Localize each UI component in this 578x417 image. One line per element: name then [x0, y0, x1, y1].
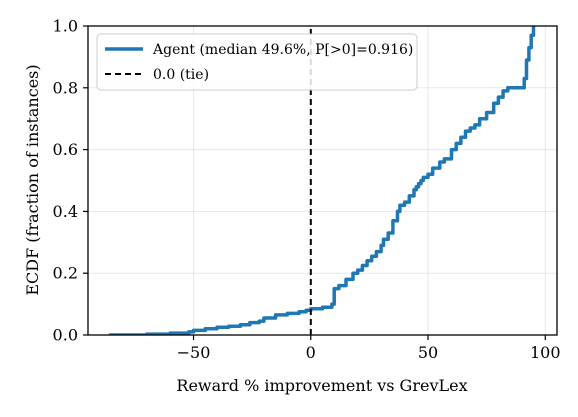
legend-tie-label: 0.0 (tie)	[153, 67, 209, 83]
x-tick-label: 0	[306, 343, 316, 362]
x-tick-label: 50	[418, 343, 438, 362]
legend-box	[96, 33, 418, 91]
x-tick-label: 100	[530, 343, 561, 362]
y-tick-label: 0.6	[53, 140, 78, 159]
y-tick-label: 0.4	[53, 202, 78, 221]
y-tick-label: 0.8	[53, 78, 78, 97]
axes-frame	[87, 25, 558, 336]
axis-ticks: −50 0 50 100 0.0 0.2 0.4 0.6 0.8 1.0	[53, 17, 561, 363]
plot-lines	[109, 26, 536, 335]
x-axis-label: Reward % improvement vs GrevLex	[176, 376, 467, 395]
y-tick-label: 0.0	[53, 326, 78, 345]
agent-ecdf-line	[109, 26, 536, 335]
y-axis-label: ECDF (fraction of instances)	[23, 64, 42, 295]
legend-agent-label: Agent (median 49.6%, P[>0]=0.916)	[152, 42, 413, 58]
y-tick-label: 0.2	[53, 264, 78, 283]
legend: Agent (median 49.6%, P[>0]=0.916) 0.0 (t…	[96, 33, 418, 91]
x-tick-label: −50	[177, 343, 211, 362]
y-tick-label: 1.0	[53, 17, 78, 36]
